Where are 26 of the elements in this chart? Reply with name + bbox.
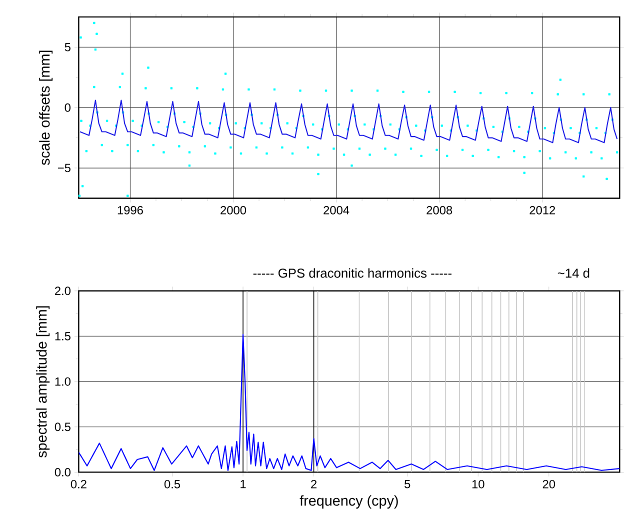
y-tick-label: 1.5	[55, 332, 70, 340]
x-tick-label: 2	[311, 480, 317, 488]
x-tick-label: 2012	[530, 206, 556, 214]
x-tick-label: 0.2	[70, 480, 86, 488]
text: ~14 d	[558, 268, 590, 278]
x-tick-label: 0.5	[164, 480, 180, 488]
x-tick-label: 20	[542, 480, 556, 488]
y-tick-label: 1.0	[55, 377, 71, 386]
text: ----- GPS draconitic harmonics -----	[253, 268, 452, 278]
x-tick-label: 2008	[426, 206, 452, 214]
y-axis-title: spectral amplitude [mm]	[36, 306, 50, 458]
y-tick-label: 0	[64, 103, 71, 112]
x-axis-title: frequency (cpy)	[300, 495, 398, 509]
y-axis-title: scale offsets [mm]	[39, 50, 53, 166]
x-tick-label: 1	[240, 480, 246, 488]
x-tick-label: 10	[472, 480, 484, 488]
y-tick-label: −5	[58, 164, 70, 172]
y-tick-label: 0.0	[54, 468, 71, 476]
y-tick-label: 0.5	[54, 422, 70, 432]
x-tick-label: 1996	[118, 206, 143, 214]
x-tick-label: 5	[404, 480, 410, 488]
x-tick-label: 2000	[220, 206, 246, 214]
line-series	[79, 100, 618, 144]
y-tick-label: 5	[64, 43, 70, 52]
x-tick-label: 2004	[324, 206, 350, 214]
y-tick-label: 2.0	[55, 286, 71, 296]
